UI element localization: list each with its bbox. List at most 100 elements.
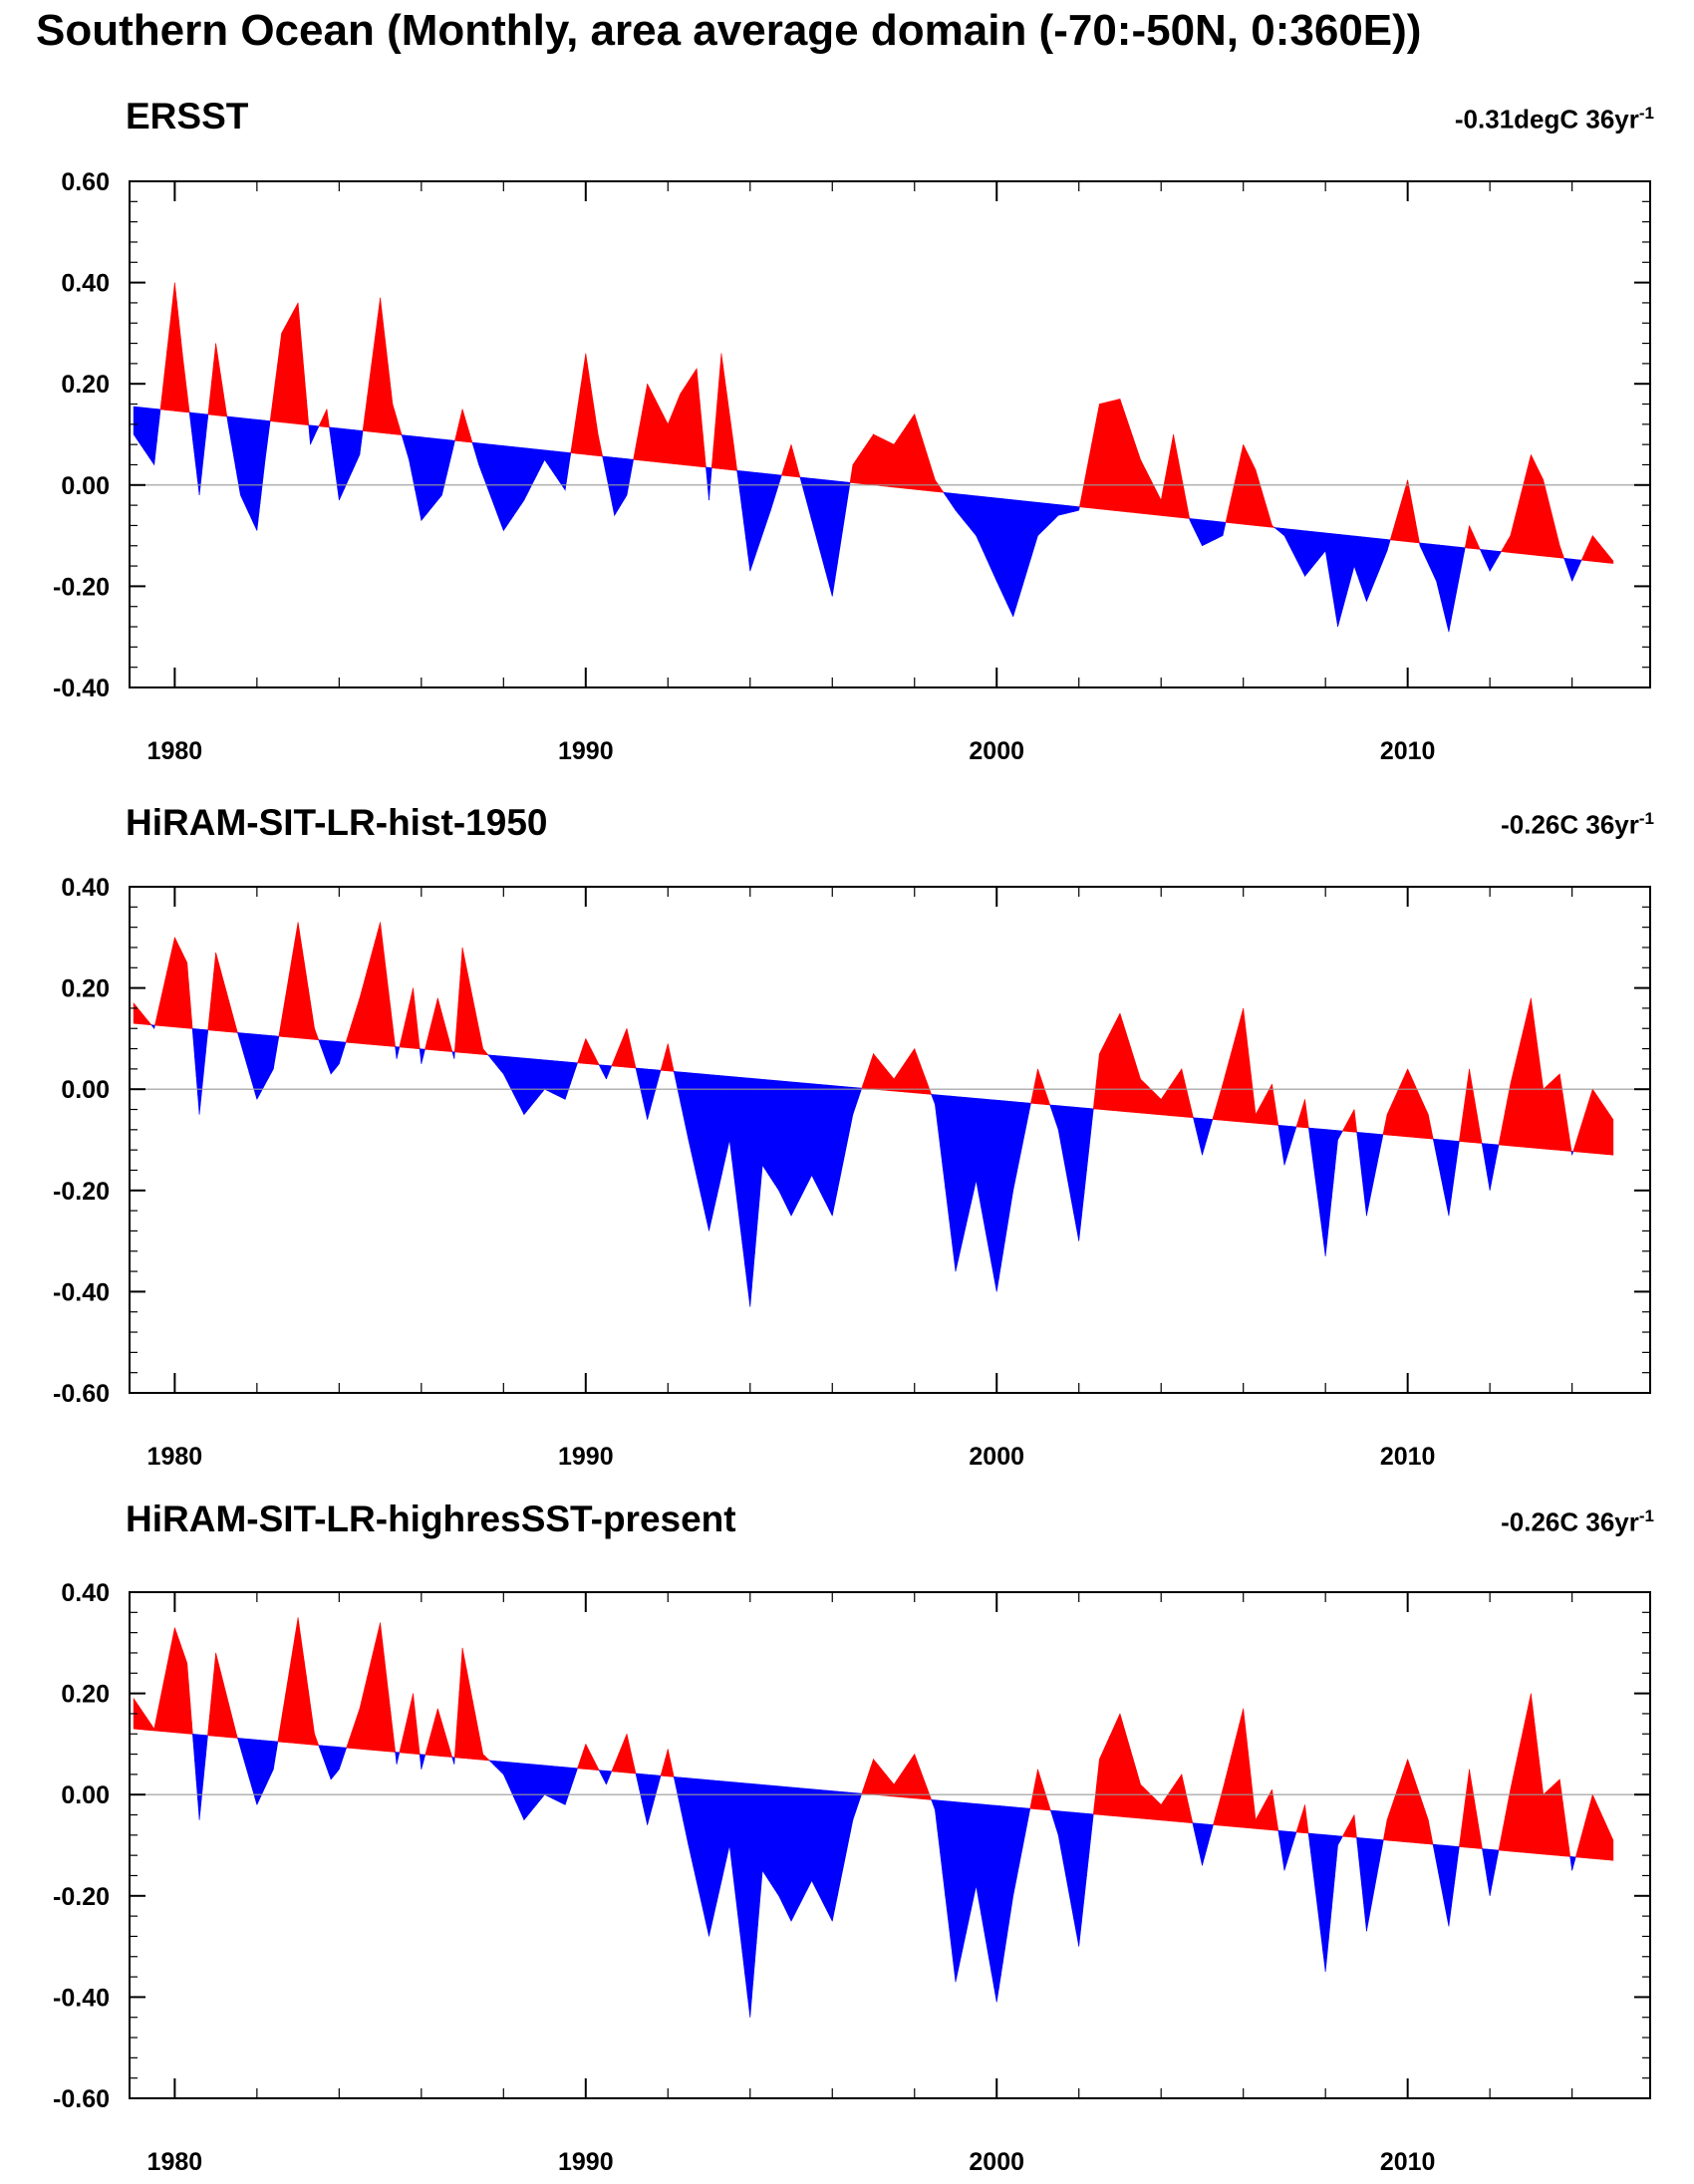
anomaly-positive-area <box>215 952 219 1032</box>
anomaly-positive-area <box>400 1737 404 1754</box>
anomaly-positive-area <box>1505 538 1509 553</box>
anomaly-negative-area <box>644 1774 648 1825</box>
anomaly-negative-area <box>708 1779 712 1937</box>
anomaly-positive-area <box>163 971 167 1027</box>
anomaly-positive-area <box>1528 997 1532 1149</box>
anomaly-positive-area <box>1584 1105 1588 1154</box>
anomaly-negative-area <box>678 1071 682 1104</box>
anomaly-negative-area <box>626 458 630 496</box>
anomaly-positive-area <box>1235 1729 1239 1828</box>
anomaly-negative-area <box>842 1791 846 1871</box>
anomaly-negative-area <box>1015 1806 1020 1880</box>
anomaly-negative-area <box>533 1058 538 1103</box>
anomaly-negative-area <box>351 428 356 472</box>
anomaly-positive-area <box>1184 1079 1188 1118</box>
anomaly-positive-area <box>291 1636 296 1744</box>
anomaly-positive-area <box>914 413 918 490</box>
anomaly-positive-area <box>1255 1815 1259 1829</box>
anomaly-positive-area <box>665 418 669 464</box>
anomaly-negative-area <box>526 1763 530 1818</box>
anomaly-positive-area <box>1153 1796 1157 1820</box>
y-tick-label: 0.40 <box>61 874 110 902</box>
anomaly-negative-area <box>968 1097 972 1215</box>
anomaly-negative-area <box>198 1734 202 1820</box>
anomaly-negative-area <box>1351 535 1355 574</box>
anomaly-negative-area <box>1202 1823 1206 1866</box>
anomaly-positive-area <box>161 982 165 1027</box>
anomaly-positive-area <box>782 460 787 476</box>
x-tick-label: 2010 <box>1380 2148 1436 2176</box>
anomaly-positive-area <box>1114 1719 1118 1817</box>
anomaly-negative-area <box>1571 1856 1575 1871</box>
x-tick-label: 1980 <box>147 1443 203 1471</box>
anomaly-negative-area <box>715 1074 720 1198</box>
anomaly-negative-area <box>1484 1143 1488 1176</box>
anomaly-positive-area <box>1599 544 1603 563</box>
anomaly-positive-area <box>898 1772 903 1798</box>
anomaly-positive-area <box>479 1741 483 1761</box>
anomaly-positive-area <box>1268 1087 1270 1125</box>
anomaly-negative-area <box>424 436 427 519</box>
anomaly-negative-area <box>248 1739 252 1787</box>
anomaly-negative-area <box>1002 498 1005 600</box>
anomaly-positive-area <box>870 1053 874 1090</box>
anomaly-negative-area <box>1212 1824 1214 1828</box>
anomaly-positive-area <box>1111 1725 1116 1817</box>
anomaly-positive-area <box>868 436 872 485</box>
anomaly-positive-area <box>1153 1091 1157 1115</box>
anomaly-positive-area <box>1589 1089 1593 1154</box>
anomaly-positive-area <box>1404 479 1408 543</box>
anomaly-negative-area <box>1299 529 1303 572</box>
anomaly-positive-area <box>644 384 648 462</box>
anomaly-negative-area <box>793 1081 797 1212</box>
anomaly-positive-area <box>1181 1774 1185 1823</box>
anomaly-positive-area <box>660 409 664 463</box>
anomaly-negative-area <box>266 1740 270 1783</box>
anomaly-negative-area <box>518 446 522 509</box>
anomaly-positive-area <box>1238 455 1242 525</box>
anomaly-negative-area <box>362 430 364 435</box>
anomaly-negative-area <box>268 420 271 428</box>
anomaly-negative-area <box>1371 1133 1375 1191</box>
anomaly-positive-area <box>865 1774 869 1795</box>
anomaly-positive-area <box>1178 1773 1183 1823</box>
anomaly-negative-area <box>826 1084 830 1212</box>
anomaly-negative-area <box>940 1799 944 1875</box>
anomaly-negative-area <box>1042 502 1046 532</box>
anomaly-negative-area <box>518 1057 522 1110</box>
anomaly-negative-area <box>1366 1837 1370 1932</box>
anomaly-positive-area <box>364 969 368 1045</box>
anomaly-positive-area <box>1187 509 1191 519</box>
anomaly-negative-area <box>852 1792 856 1820</box>
anomaly-positive-area <box>411 1693 414 1755</box>
anomaly-negative-area <box>652 1069 656 1101</box>
anomaly-negative-area <box>1283 528 1287 541</box>
anomaly-positive-area <box>454 430 458 441</box>
anomaly-negative-area <box>341 1041 345 1056</box>
anomaly-negative-area <box>971 494 975 534</box>
anomaly-positive-area <box>868 1061 872 1090</box>
anomaly-positive-area <box>320 417 324 427</box>
anomaly-positive-area <box>310 1001 313 1040</box>
anomaly-positive-area <box>1132 436 1136 514</box>
plot-frame <box>129 180 1651 688</box>
y-tick-label: -0.40 <box>53 675 110 702</box>
anomaly-negative-area <box>513 1762 517 1803</box>
anomaly-positive-area <box>171 937 175 1028</box>
anomaly-negative-area <box>328 1040 332 1075</box>
anomaly-negative-area <box>935 1094 939 1126</box>
anomaly-negative-area <box>1571 558 1575 582</box>
anomaly-negative-area <box>531 1764 535 1811</box>
anomaly-negative-area <box>326 1746 330 1774</box>
anomaly-positive-area <box>1191 1111 1194 1119</box>
anomaly-positive-area <box>1114 399 1118 512</box>
anomaly-positive-area <box>624 1028 628 1068</box>
anomaly-negative-area <box>1487 1848 1491 1896</box>
anomaly-negative-area <box>744 1782 748 1997</box>
anomaly-positive-area <box>862 1781 867 1794</box>
anomaly-positive-area <box>924 446 928 491</box>
anomaly-negative-area <box>824 1084 828 1207</box>
anomaly-negative-area <box>243 1738 247 1770</box>
anomaly-negative-area <box>575 1062 578 1069</box>
anomaly-positive-area <box>474 1714 478 1761</box>
